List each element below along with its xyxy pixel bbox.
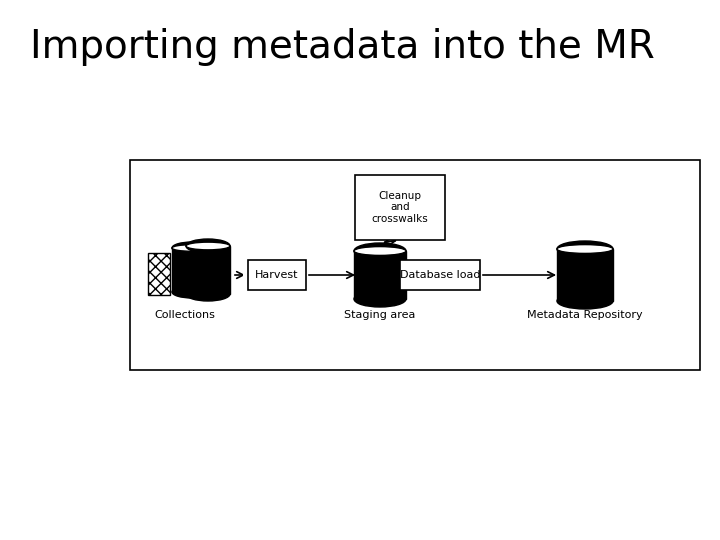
Bar: [172, 248, 212, 292]
Bar: [355, 175, 445, 240]
Bar: [130, 160, 700, 370]
Text: Database load: Database load: [400, 270, 480, 280]
Text: Collections: Collections: [155, 310, 215, 320]
Ellipse shape: [172, 242, 212, 254]
Bar: [186, 246, 230, 294]
Ellipse shape: [354, 243, 406, 259]
Ellipse shape: [186, 239, 230, 253]
Ellipse shape: [186, 287, 230, 301]
Text: Metadata Repository: Metadata Repository: [527, 310, 643, 320]
Bar: [354, 251, 406, 299]
Ellipse shape: [186, 242, 230, 250]
Text: Importing metadata into the MR: Importing metadata into the MR: [30, 28, 654, 66]
Bar: [248, 260, 306, 290]
Bar: [400, 260, 480, 290]
Ellipse shape: [354, 291, 406, 307]
Ellipse shape: [557, 245, 613, 253]
Ellipse shape: [172, 286, 212, 298]
Ellipse shape: [557, 293, 613, 309]
Bar: [148, 253, 170, 295]
Text: Cleanup
and
crosswalks: Cleanup and crosswalks: [372, 191, 428, 224]
Text: Harvest: Harvest: [256, 270, 299, 280]
Ellipse shape: [557, 241, 613, 257]
Ellipse shape: [172, 245, 212, 251]
Ellipse shape: [354, 247, 406, 255]
Bar: [557, 249, 613, 301]
Text: Staging area: Staging area: [344, 310, 415, 320]
